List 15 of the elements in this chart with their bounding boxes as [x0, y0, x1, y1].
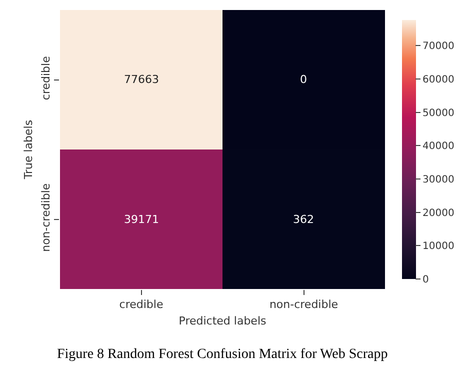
caption: Figure 8 Random Forest Confusion Matrix for Web Scrapp	[57, 347, 388, 362]
color-bar-label: 60000	[422, 74, 454, 86]
color-bar-label: 20000	[422, 208, 454, 219]
color-bar-label: 30000	[422, 174, 454, 186]
color-bar-label: 10000	[422, 241, 454, 252]
x-axis-title: Predicted labels	[178, 314, 267, 328]
color-bar-label: 0	[422, 274, 429, 286]
color-bar-label: 70000	[422, 41, 454, 52]
data-label: 39171	[124, 213, 159, 226]
data-label: 77663	[124, 73, 159, 86]
y-axis-title: True labels	[22, 120, 36, 180]
data-label: 362	[293, 213, 314, 226]
data-label: 0	[300, 73, 307, 86]
color-bar-label: 40000	[422, 141, 454, 152]
color-bar-label: 50000	[422, 108, 454, 119]
